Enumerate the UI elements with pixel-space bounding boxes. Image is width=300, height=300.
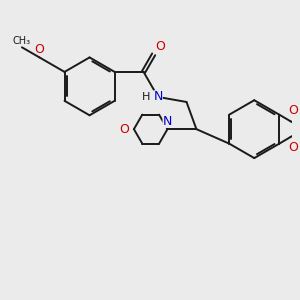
Text: O: O [288, 141, 298, 154]
Text: O: O [288, 104, 298, 117]
Text: N: N [163, 115, 172, 128]
Text: CH₃: CH₃ [13, 36, 31, 46]
Text: N: N [153, 90, 163, 104]
Text: O: O [34, 43, 44, 56]
Text: H: H [142, 92, 150, 102]
Text: O: O [155, 40, 165, 53]
Text: O: O [120, 123, 130, 136]
